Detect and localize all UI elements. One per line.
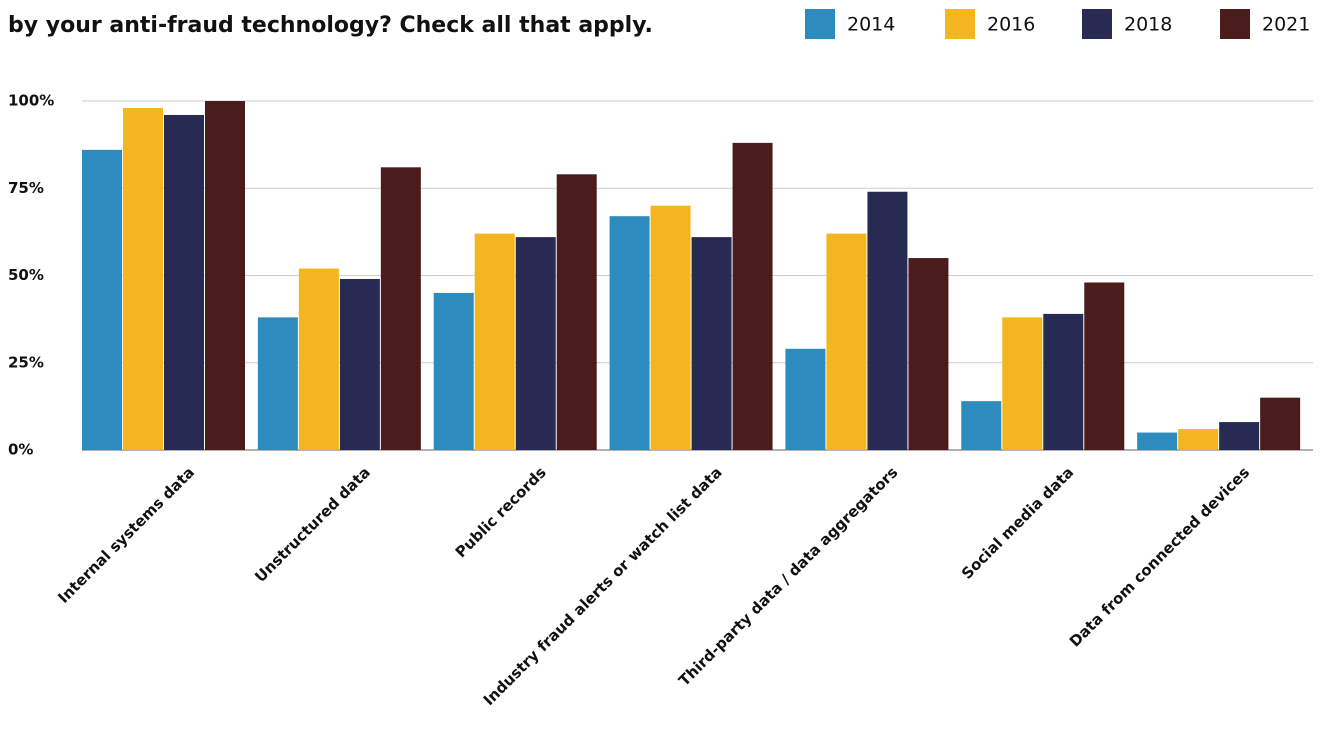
legend-swatch xyxy=(945,9,975,39)
bar xyxy=(691,237,732,450)
bar xyxy=(785,348,826,450)
legend-label: 2014 xyxy=(847,14,895,36)
bar xyxy=(609,216,650,450)
bar xyxy=(732,142,773,450)
bar xyxy=(339,278,380,450)
y-tick-label: 0% xyxy=(8,441,33,459)
bar xyxy=(1043,313,1084,450)
y-tick-label: 100% xyxy=(8,92,54,110)
legend-swatch xyxy=(1220,9,1250,39)
y-tick-label: 50% xyxy=(8,266,44,284)
bar xyxy=(556,174,597,451)
y-tick-label: 25% xyxy=(8,353,44,371)
bar xyxy=(1178,429,1219,450)
legend-swatch xyxy=(805,9,835,39)
bar xyxy=(650,205,691,450)
bar xyxy=(205,101,245,450)
bar xyxy=(298,268,339,450)
legend-label: 2021 xyxy=(1262,14,1310,36)
bar xyxy=(961,401,1002,450)
legend-swatch xyxy=(1082,9,1112,39)
y-tick-label: 75% xyxy=(8,179,44,197)
bar xyxy=(1137,432,1178,450)
x-tick-label: Social media data xyxy=(958,463,1077,582)
chart-title: by your anti-fraud technology? Check all… xyxy=(8,13,653,38)
bar xyxy=(380,167,421,450)
bar xyxy=(867,191,908,451)
x-tick-label: Unstructured data xyxy=(251,463,374,586)
legend-label: 2016 xyxy=(987,14,1035,36)
bar xyxy=(1084,282,1125,450)
legend-label: 2018 xyxy=(1124,14,1172,36)
x-tick-label: Public records xyxy=(452,463,550,561)
bar xyxy=(515,237,556,450)
x-tick-label: Internal systems data xyxy=(54,463,198,607)
bar xyxy=(474,233,515,450)
bar xyxy=(82,149,122,451)
x-tick-label: Data from connected devices xyxy=(1066,463,1253,650)
x-tick-label: Third-party data / data aggregators xyxy=(675,463,901,689)
bar xyxy=(1260,397,1301,450)
bar xyxy=(257,317,298,450)
bar xyxy=(826,233,867,450)
bar xyxy=(433,292,474,450)
bar xyxy=(908,258,949,450)
bar xyxy=(164,114,204,451)
bar xyxy=(123,107,163,450)
bar xyxy=(1002,317,1043,450)
bar xyxy=(1219,422,1260,450)
